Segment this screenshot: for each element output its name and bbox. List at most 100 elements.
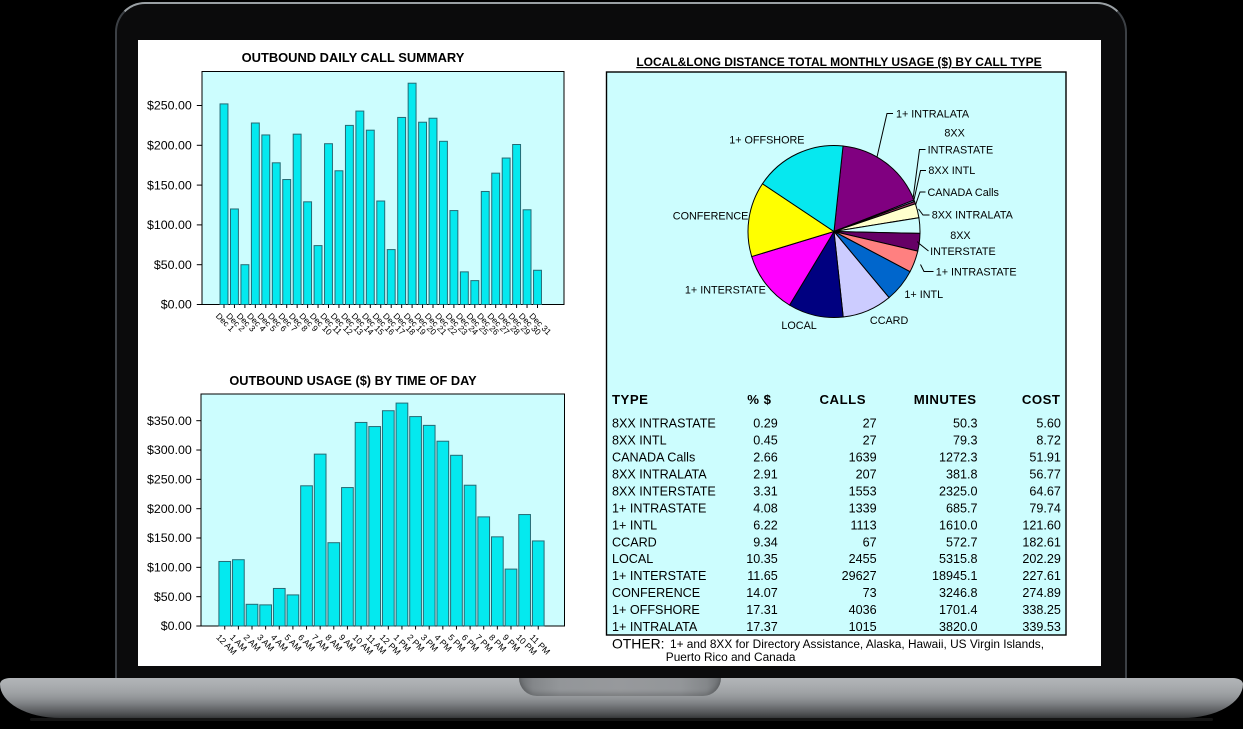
- svg-text:1610.0: 1610.0: [939, 518, 978, 532]
- svg-text:Puerto Rico and Canada: Puerto Rico and Canada: [666, 650, 796, 664]
- svg-text:CANADA Calls: CANADA Calls: [612, 450, 695, 464]
- svg-text:CCARD: CCARD: [612, 535, 657, 549]
- svg-text:3246.8: 3246.8: [939, 586, 978, 600]
- svg-text:1553: 1553: [849, 484, 877, 498]
- svg-text:CONFERENCE: CONFERENCE: [612, 586, 700, 600]
- svg-text:73: 73: [863, 586, 877, 600]
- svg-text:INTERSTATE: INTERSTATE: [930, 246, 996, 258]
- svg-text:LOCAL&LONG DISTANCE TOTAL MONT: LOCAL&LONG DISTANCE TOTAL MONTHLY USAGE …: [636, 55, 1041, 69]
- svg-text:17.31: 17.31: [746, 603, 778, 617]
- svg-text:2455: 2455: [849, 552, 877, 566]
- svg-text:0.45: 0.45: [753, 433, 778, 447]
- svg-text:8XX INTL: 8XX INTL: [612, 433, 667, 447]
- svg-text:50.3: 50.3: [953, 416, 978, 430]
- svg-text:5315.8: 5315.8: [939, 552, 978, 566]
- svg-text:8XX INTRASTATE: 8XX INTRASTATE: [612, 416, 716, 430]
- svg-text:8XX INTL: 8XX INTL: [928, 165, 975, 177]
- svg-text:CANADA Calls: CANADA Calls: [928, 187, 1000, 199]
- svg-text:182.61: 182.61: [1022, 535, 1061, 549]
- svg-text:2325.0: 2325.0: [939, 484, 978, 498]
- svg-text:CALLS: CALLS: [820, 392, 866, 407]
- svg-text:$150.00: $150.00: [147, 178, 192, 192]
- svg-text:LOCAL: LOCAL: [781, 320, 816, 332]
- svg-text:$300.00: $300.00: [147, 443, 192, 457]
- svg-text:67: 67: [863, 535, 877, 549]
- svg-text:1+ INTRASTATE: 1+ INTRASTATE: [612, 501, 706, 515]
- svg-text:OUTBOUND USAGE ($) BY TIME OF: OUTBOUND USAGE ($) BY TIME OF DAY: [229, 373, 477, 388]
- svg-text:1+ INTL: 1+ INTL: [904, 289, 943, 301]
- svg-text:1+ OFFSHORE: 1+ OFFSHORE: [729, 135, 804, 147]
- svg-text:$50.00: $50.00: [154, 258, 192, 272]
- svg-text:$250.00: $250.00: [147, 473, 192, 487]
- svg-text:2.91: 2.91: [753, 467, 778, 481]
- svg-text:1+ and 8XX for Directory Assis: 1+ and 8XX for Directory Assistance, Ala…: [670, 637, 1044, 651]
- svg-text:207: 207: [856, 467, 877, 481]
- svg-text:TYPE: TYPE: [612, 392, 648, 407]
- svg-text:10.35: 10.35: [746, 552, 778, 566]
- svg-text:5.60: 5.60: [1036, 416, 1061, 430]
- svg-text:1+ INTERSTATE: 1+ INTERSTATE: [685, 285, 766, 297]
- svg-text:4.08: 4.08: [753, 501, 778, 515]
- svg-text:8.72: 8.72: [1036, 433, 1061, 447]
- svg-text:338.25: 338.25: [1022, 603, 1061, 617]
- svg-text:227.61: 227.61: [1022, 569, 1061, 583]
- svg-text:339.53: 339.53: [1022, 620, 1061, 634]
- svg-text:4036: 4036: [849, 603, 877, 617]
- svg-text:$0.00: $0.00: [161, 298, 192, 312]
- svg-text:274.89: 274.89: [1022, 586, 1061, 600]
- svg-text:572.7: 572.7: [946, 535, 978, 549]
- svg-text:MINUTES: MINUTES: [914, 392, 977, 407]
- svg-text:9.34: 9.34: [753, 535, 778, 549]
- svg-text:$250.00: $250.00: [147, 99, 192, 113]
- svg-text:685.7: 685.7: [946, 501, 978, 515]
- svg-text:6.22: 6.22: [753, 518, 778, 532]
- svg-text:$100.00: $100.00: [147, 218, 192, 232]
- svg-text:$350.00: $350.00: [147, 414, 192, 428]
- svg-text:LOCAL: LOCAL: [612, 552, 653, 566]
- svg-text:3820.0: 3820.0: [939, 620, 978, 634]
- svg-text:OUTBOUND DAILY CALL SUMMARY: OUTBOUND DAILY CALL SUMMARY: [242, 50, 465, 65]
- svg-text:14.07: 14.07: [746, 586, 778, 600]
- svg-text:8XX: 8XX: [950, 230, 970, 242]
- svg-text:79.74: 79.74: [1029, 501, 1061, 515]
- svg-text:1639: 1639: [849, 450, 877, 464]
- svg-text:1339: 1339: [849, 501, 877, 515]
- svg-text:% $: % $: [747, 392, 771, 407]
- svg-text:202.29: 202.29: [1022, 552, 1061, 566]
- svg-text:64.67: 64.67: [1029, 484, 1061, 498]
- svg-text:$100.00: $100.00: [147, 561, 192, 575]
- svg-text:3.31: 3.31: [753, 484, 778, 498]
- svg-text:$200.00: $200.00: [147, 502, 192, 516]
- svg-text:11.65: 11.65: [747, 569, 778, 583]
- svg-text:$50.00: $50.00: [154, 590, 192, 604]
- svg-text:1113: 1113: [850, 518, 876, 532]
- svg-text:17.37: 17.37: [746, 620, 778, 634]
- svg-text:CONFERENCE: CONFERENCE: [673, 211, 749, 223]
- svg-text:1+ INTL: 1+ INTL: [612, 518, 657, 532]
- svg-text:1272.3: 1272.3: [939, 450, 978, 464]
- svg-text:0.29: 0.29: [753, 416, 778, 430]
- svg-text:$200.00: $200.00: [147, 139, 192, 153]
- svg-text:381.8: 381.8: [946, 467, 978, 481]
- svg-text:INTRASTATE: INTRASTATE: [928, 145, 994, 157]
- svg-text:29627: 29627: [842, 569, 877, 583]
- svg-text:COST: COST: [1022, 392, 1061, 407]
- svg-text:$150.00: $150.00: [147, 531, 192, 545]
- svg-text:1+ INTERSTATE: 1+ INTERSTATE: [612, 569, 706, 583]
- svg-text:121.60: 121.60: [1022, 518, 1061, 532]
- svg-text:1+ INTRALATA: 1+ INTRALATA: [896, 109, 970, 121]
- svg-text:51.91: 51.91: [1029, 450, 1061, 464]
- svg-text:$0.00: $0.00: [161, 619, 192, 633]
- svg-text:2.66: 2.66: [753, 450, 778, 464]
- svg-text:8XX INTRALATA: 8XX INTRALATA: [932, 210, 1014, 222]
- svg-text:18945.1: 18945.1: [932, 569, 978, 583]
- svg-text:1+ OFFSHORE: 1+ OFFSHORE: [612, 603, 700, 617]
- svg-text:27: 27: [863, 416, 877, 430]
- svg-text:27: 27: [863, 433, 877, 447]
- svg-text:56.77: 56.77: [1029, 467, 1061, 481]
- svg-text:8XX INTRALATA: 8XX INTRALATA: [612, 467, 707, 481]
- svg-text:8XX: 8XX: [944, 128, 964, 140]
- svg-text:8XX INTERSTATE: 8XX INTERSTATE: [612, 484, 716, 498]
- svg-text:OTHER:: OTHER:: [612, 636, 664, 652]
- svg-text:1015: 1015: [849, 620, 877, 634]
